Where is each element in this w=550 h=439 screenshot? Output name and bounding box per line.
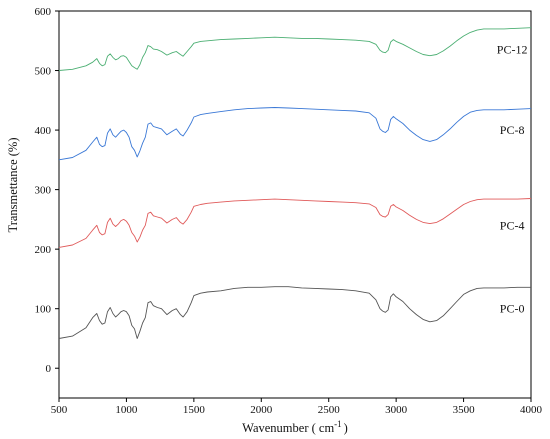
y-tick-label: 300 bbox=[35, 185, 52, 197]
y-tick-label: 100 bbox=[35, 304, 52, 316]
series-line-pc-0 bbox=[58, 286, 531, 339]
series-line-pc-12 bbox=[58, 27, 532, 71]
y-tick-label: 500 bbox=[35, 66, 52, 78]
y-tick-label: 200 bbox=[35, 244, 52, 256]
series-label-pc-8: PC-8 bbox=[500, 123, 525, 137]
y-tick-label: 600 bbox=[35, 6, 52, 18]
x-tick-label: 1500 bbox=[183, 404, 206, 416]
x-axis-ticks: 500 1000 1500 2000 2500 3000 3500 4000 bbox=[51, 398, 543, 416]
x-tick-label: 2000 bbox=[250, 404, 273, 416]
plot-border bbox=[58, 10, 532, 399]
series-line-pc-8 bbox=[58, 107, 532, 161]
x-tick-label: 3000 bbox=[385, 404, 408, 416]
x-tick-label: 1000 bbox=[115, 404, 138, 416]
series-line-pc-4 bbox=[58, 198, 532, 248]
series-label-pc-0: PC-0 bbox=[500, 302, 525, 316]
series-label-pc-12: PC-12 bbox=[497, 43, 528, 57]
series-lines bbox=[58, 27, 532, 339]
plot-frame bbox=[58, 10, 532, 399]
x-tick-label: 3500 bbox=[453, 404, 476, 416]
x-tick-label: 2500 bbox=[318, 404, 341, 416]
series-labels: PC-0 PC-4 PC-8 PC-12 bbox=[497, 43, 528, 316]
y-axis-ticks: 0 100 200 300 400 500 600 bbox=[35, 6, 59, 375]
series-label-pc-4: PC-4 bbox=[500, 218, 525, 232]
y-tick-label: 0 bbox=[46, 363, 52, 375]
x-tick-label: 4000 bbox=[520, 404, 543, 416]
x-axis-title: Wavenumber ( cm-1) bbox=[242, 419, 348, 435]
x-tick-label: 500 bbox=[51, 404, 68, 416]
y-tick-label: 400 bbox=[35, 125, 52, 137]
y-axis-title: Transmettance (%) bbox=[6, 138, 20, 233]
